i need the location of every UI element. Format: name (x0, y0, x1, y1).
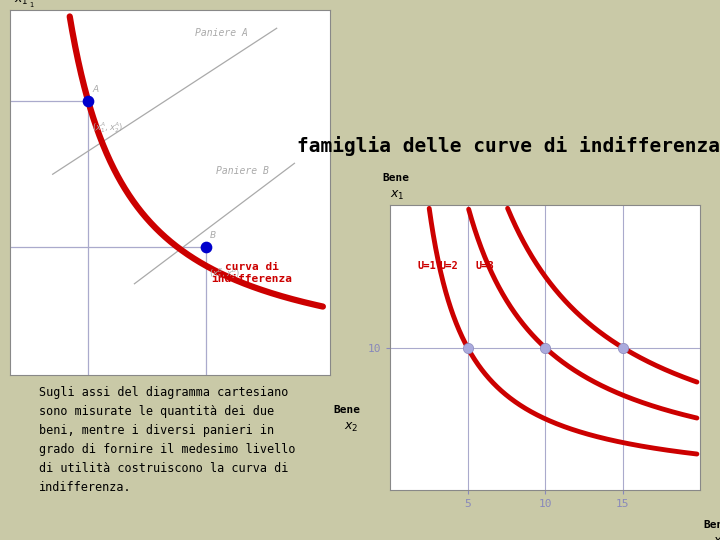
Text: U=1: U=1 (418, 261, 436, 271)
Text: $(x_1^A, x_2^A)$: $(x_1^A, x_2^A)$ (91, 120, 123, 135)
Text: Paniere A: Paniere A (195, 28, 248, 38)
Text: $x_2$: $x_2$ (713, 536, 720, 540)
Text: U=2: U=2 (440, 261, 459, 271)
Text: $B$: $B$ (209, 229, 217, 240)
Text: Bene: Bene (333, 404, 361, 415)
Text: $_1$: $_1$ (29, 0, 35, 10)
Text: $x_1$: $x_1$ (390, 189, 405, 202)
Text: $x_2$: $x_2$ (344, 421, 359, 434)
Text: Bene: Bene (703, 519, 720, 530)
Text: Paniere B: Paniere B (216, 166, 269, 176)
Text: Bene: Bene (383, 173, 410, 184)
Point (539, 343, 551, 352)
Text: $x_1$: $x_1$ (14, 0, 28, 8)
Point (462, 343, 473, 352)
Point (199, 243, 211, 252)
Text: Sugli assi del diagramma cartesiano
sono misurate le quantità dei due
beni, ment: Sugli assi del diagramma cartesiano sono… (39, 386, 295, 494)
Text: $(x_1^B, x_2^B)$: $(x_1^B, x_2^B)$ (209, 266, 240, 281)
Text: famiglia delle curve di indifferenza.: famiglia delle curve di indifferenza. (297, 137, 720, 157)
Point (617, 343, 629, 352)
Point (83, 97, 94, 106)
Text: U=3: U=3 (475, 261, 494, 271)
Text: curva di
indifferenza: curva di indifferenza (211, 262, 292, 284)
Text: $A$: $A$ (91, 83, 100, 94)
